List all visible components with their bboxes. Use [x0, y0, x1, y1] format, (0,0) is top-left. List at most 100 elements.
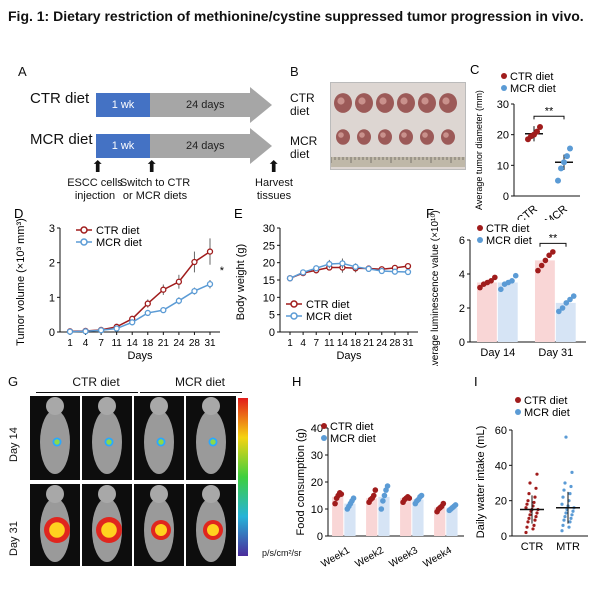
panel-h-chart: H 0 10 20 30 40 Food consumption (g) Week1 Week2… — [292, 374, 464, 570]
data-point — [339, 260, 346, 267]
legend-marker — [501, 73, 507, 79]
panel-label: F — [426, 206, 434, 221]
data-point — [97, 327, 105, 334]
data-point — [535, 511, 539, 515]
data-point — [524, 506, 528, 510]
data-point — [534, 128, 540, 135]
data-point — [406, 495, 413, 501]
data-point — [558, 165, 564, 172]
data-point — [546, 252, 552, 259]
row2-arrow-bar — [150, 134, 250, 158]
x-tick-label: 1 — [287, 338, 293, 349]
x-tick-label: 18 — [350, 338, 362, 349]
y-tick-label: 0 — [269, 327, 275, 339]
g-col2-label: MCR diet — [174, 375, 225, 389]
data-point — [535, 472, 539, 476]
panel-b-label: B — [290, 64, 299, 79]
data-point — [313, 265, 320, 272]
y-tick-label: 10 — [311, 504, 323, 516]
y-tick-label: 30 — [263, 223, 275, 235]
y-tick-label: 30 — [497, 99, 509, 111]
data-point — [365, 265, 372, 273]
data-point — [160, 307, 167, 314]
x-tick-label: 7 — [98, 338, 104, 349]
y-tick-label: 4 — [459, 269, 465, 281]
data-point — [537, 124, 543, 130]
event2-label: Switch to CTR or MCR diets — [119, 177, 191, 202]
tumor-highlight — [443, 132, 449, 138]
data-point — [564, 511, 568, 515]
data-point — [525, 502, 529, 506]
tumor-highlight — [379, 97, 387, 105]
data-point — [352, 263, 359, 270]
data-point — [563, 300, 570, 306]
legend-marker — [477, 225, 483, 231]
y-tick-label: 30 — [311, 450, 323, 462]
x-tick-label: 21 — [158, 338, 170, 349]
data-point — [556, 308, 562, 315]
y-tick-label: 2 — [49, 258, 55, 270]
bar — [497, 282, 518, 342]
event1-arrow-icon: ⬆ — [91, 159, 105, 176]
data-point — [378, 506, 385, 512]
legend-marker — [80, 226, 88, 234]
data-point — [338, 491, 345, 497]
data-point — [555, 177, 561, 184]
y-tick-label: 40 — [495, 460, 507, 472]
data-point — [568, 492, 572, 496]
bar — [446, 507, 458, 536]
data-point — [527, 516, 531, 520]
row2-wk-box: 1 wk — [96, 134, 150, 158]
y-tick-label: 20 — [311, 477, 323, 489]
tumor — [399, 129, 413, 145]
tumor-highlight — [442, 97, 450, 105]
legend-marker — [290, 312, 298, 320]
x-axis-label: Days — [336, 350, 362, 362]
tumor — [336, 129, 350, 145]
y-axis-label: Tumor volume (×10³ mm³) — [15, 218, 27, 346]
legend-label: CTR diet — [510, 71, 553, 83]
legend-label: MCR diet — [510, 83, 556, 95]
data-point — [559, 305, 566, 311]
y-tick-label: 40 — [311, 423, 323, 435]
sig-marker: ** — [545, 106, 554, 118]
data-point — [569, 516, 573, 520]
tumor-highlight — [338, 132, 344, 138]
data-point — [535, 267, 541, 274]
g-col1-rule — [36, 392, 138, 393]
y-tick-label: 0 — [501, 531, 507, 543]
bar — [434, 507, 446, 536]
b-row2-label: MCR diet — [290, 134, 318, 161]
legend-label: CTR diet — [330, 421, 373, 433]
y-tick-label: 15 — [263, 275, 275, 287]
x-tick-label: Day 31 — [538, 347, 573, 359]
data-point — [564, 435, 568, 439]
data-point — [418, 492, 425, 499]
bar — [400, 498, 412, 536]
luminescence-scale-bar — [238, 398, 248, 556]
data-point — [512, 272, 519, 279]
y-tick-label: 20 — [263, 258, 275, 270]
y-tick-label: 60 — [495, 425, 507, 437]
bar — [476, 282, 497, 342]
y-tick-label: 0 — [317, 531, 323, 543]
legend-marker — [501, 85, 507, 91]
data-point — [332, 500, 338, 507]
tumor — [441, 129, 455, 145]
x-tick-label: 28 — [189, 338, 201, 349]
row2-diet-label: MCR diet — [30, 131, 93, 148]
g-unit: p/s/cm²/sr — [262, 548, 302, 558]
y-tick-label: 20 — [495, 496, 507, 508]
data-point — [509, 278, 515, 284]
y-tick-label: 0 — [459, 337, 465, 349]
tumor-signal-core — [101, 522, 117, 538]
tumor-photo — [330, 82, 466, 170]
data-point — [350, 495, 357, 501]
data-point — [542, 257, 549, 264]
x-tick-label: 21 — [363, 338, 375, 349]
x-tick-label: 14 — [127, 338, 139, 349]
data-point — [569, 484, 573, 489]
y-tick-label: 10 — [497, 160, 509, 172]
data-point — [570, 293, 577, 299]
